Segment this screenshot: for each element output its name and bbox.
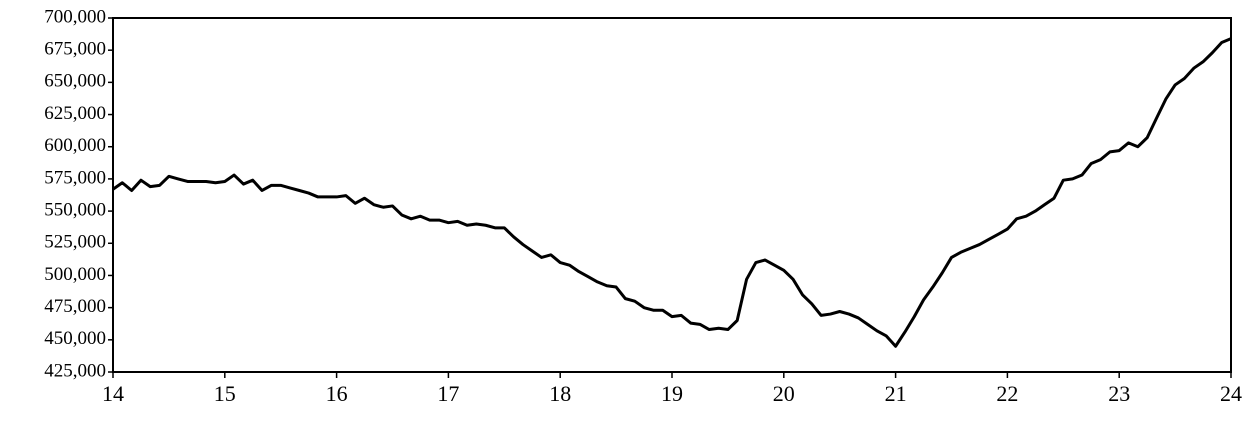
y-tick-label: 550,000 (44, 199, 106, 220)
y-tick-label: 650,000 (44, 71, 106, 92)
x-tick-label: 18 (549, 381, 571, 406)
y-tick-label: 700,000 (44, 6, 106, 27)
y-tick-label: 475,000 (44, 296, 106, 317)
y-tick-label: 600,000 (44, 135, 106, 156)
x-tick-label: 21 (885, 381, 907, 406)
y-tick-label: 425,000 (44, 360, 106, 381)
y-tick-label: 500,000 (44, 264, 106, 285)
x-tick-label: 20 (773, 381, 795, 406)
x-tick-label: 17 (437, 381, 459, 406)
x-tick-label: 16 (326, 381, 348, 406)
x-tick-label: 23 (1108, 381, 1130, 406)
plot-frame (112, 17, 1232, 373)
x-tick-label: 22 (996, 381, 1018, 406)
line (112, 37, 1232, 348)
y-tick-label: 575,000 (44, 167, 106, 188)
x-tick-label: 19 (661, 381, 683, 406)
y-tick-label: 450,000 (44, 328, 106, 349)
x-tick-label: 14 (102, 381, 124, 406)
y-tick-label: 525,000 (44, 232, 106, 253)
x-tick-label: 15 (214, 381, 236, 406)
y-tick-label: 675,000 (44, 39, 106, 60)
x-tick-label: 24 (1220, 381, 1242, 406)
y-tick-label: 625,000 (44, 103, 106, 124)
